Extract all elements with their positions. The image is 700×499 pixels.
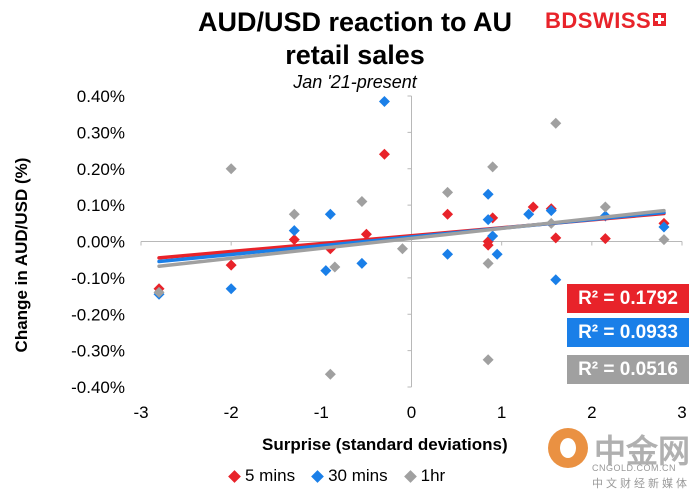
y-tick-label: 0.10% (77, 196, 125, 215)
data-point-30-mins (545, 205, 557, 217)
y-tick-label: -0.20% (71, 305, 125, 324)
data-point-30-mins (442, 248, 454, 260)
r2-label-5min: R² = 0.1792 (567, 284, 689, 313)
data-point-5-mins (527, 201, 539, 213)
bdswiss-logo: BDSWISS (545, 8, 667, 34)
data-point-1hr (329, 261, 341, 273)
x-tick-label: 0 (407, 403, 416, 422)
legend-label-1hr: 1hr (420, 466, 446, 485)
y-tick-label: 0.20% (77, 160, 125, 179)
legend-label-5min: 5 mins (245, 466, 296, 485)
data-point-30-mins (658, 221, 670, 233)
r2-label-1hr: R² = 0.0516 (567, 355, 689, 384)
data-point-1hr (356, 195, 368, 207)
x-tick-label: -3 (133, 403, 148, 422)
data-point-5-mins (360, 228, 372, 240)
data-point-30-mins (550, 274, 562, 286)
r2-label-30min: R² = 0.0933 (567, 318, 689, 347)
data-point-1hr (658, 234, 670, 246)
cngold-watermark: 中金网 CNGOLD.COM.CN 中文财经新媒体 (548, 426, 698, 492)
x-tick-label: -2 (224, 403, 239, 422)
chart-subtitle: Jan '21-present (293, 72, 417, 92)
data-point-1hr (288, 208, 300, 220)
swiss-flag-icon (653, 13, 667, 26)
watermark-sub: 中文财经新媒体 (592, 478, 690, 490)
data-point-1hr (396, 243, 408, 255)
data-point-30-mins (491, 248, 503, 260)
data-point-1hr (599, 201, 611, 213)
data-point-1hr (550, 117, 562, 129)
chart-legend: 5 mins 30 mins 1hr (228, 466, 446, 486)
y-tick-label: -0.40% (71, 378, 125, 397)
data-point-1hr (225, 163, 237, 175)
watermark-name: 中金网 (594, 433, 691, 469)
data-point-30-mins (482, 214, 494, 226)
x-axis-label: Surprise (standard deviations) (262, 435, 508, 454)
y-tick-label: 0.40% (77, 87, 125, 106)
cngold-logo-icon (548, 428, 588, 468)
data-point-30-mins (482, 188, 494, 200)
data-point-30-mins (523, 208, 535, 220)
data-point-1hr (442, 186, 454, 198)
legend-marker-30min (311, 469, 324, 483)
data-point-5-mins (288, 234, 300, 246)
data-point-30-mins (288, 225, 300, 237)
x-tick-label: 1 (497, 403, 506, 422)
data-point-30-mins (320, 265, 332, 277)
x-tick-label: 2 (587, 403, 596, 422)
data-point-5-mins (482, 239, 494, 251)
legend-item-1hr: 1hr (403, 466, 446, 486)
chart-title: AUD/USD reaction to AU retail sales (197, 7, 513, 70)
data-point-1hr (324, 368, 336, 380)
legend-item-30min: 30 mins (311, 466, 388, 486)
legend-item-5min: 5 mins (228, 466, 296, 486)
legend-marker-1hr (403, 469, 417, 483)
data-point-5-mins (225, 259, 237, 271)
y-tick-label: -0.10% (71, 269, 125, 288)
data-point-1hr (487, 161, 499, 173)
x-tick-label: 3 (677, 403, 686, 422)
data-point-30-mins (356, 257, 368, 269)
data-point-30-mins (487, 230, 499, 242)
x-tick-label: -1 (314, 403, 329, 422)
data-point-30-mins (324, 208, 336, 220)
data-point-30-mins (225, 283, 237, 295)
legend-label-30min: 30 mins (328, 466, 388, 485)
legend-marker-5min (228, 469, 241, 483)
y-tick-label: 0.30% (77, 123, 125, 142)
data-point-30-mins (378, 95, 390, 107)
data-point-5-mins (442, 208, 454, 220)
logo-swiss-text: SWISS (577, 8, 652, 33)
data-point-5-mins (550, 232, 562, 244)
trendline-1hr (157, 208, 666, 268)
y-tick-label: -0.30% (71, 342, 125, 361)
y-tick-label: 0.00% (77, 233, 125, 252)
data-point-1hr (482, 257, 494, 269)
watermark-domain: CNGOLD.COM.CN (592, 463, 677, 473)
data-point-5-mins (599, 233, 611, 245)
data-point-5-mins (378, 148, 390, 160)
data-point-1hr (482, 354, 494, 366)
data-point-1hr (153, 286, 165, 298)
logo-bd-text: BD (545, 8, 578, 33)
